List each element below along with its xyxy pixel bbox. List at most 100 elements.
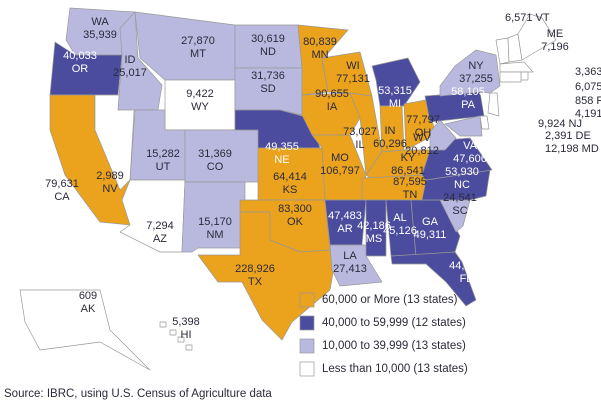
- state-label: FL: [460, 273, 473, 285]
- legend-swatch: [299, 292, 315, 308]
- state: [499, 71, 522, 83]
- state-label: NV: [102, 183, 118, 195]
- legend-swatch: [299, 338, 315, 354]
- state-label: 6,571 VT: [505, 12, 550, 24]
- state-label: VA: [463, 140, 478, 152]
- state: [365, 199, 387, 257]
- state: [181, 181, 246, 253]
- state-part: [169, 329, 177, 336]
- state-label: 2,989: [96, 170, 124, 182]
- state-label: 20,812: [405, 145, 439, 157]
- state-label: UT: [156, 161, 171, 173]
- state-label: 60,296: [373, 138, 407, 150]
- state-label: 31,369: [198, 148, 232, 160]
- state-abbr: RI: [596, 95, 601, 107]
- state-label: AR: [337, 223, 352, 235]
- legend-label: 40,000 to 59,999 (12 states): [322, 317, 466, 329]
- state: [197, 211, 336, 341]
- state-label: ME: [547, 28, 564, 40]
- state-label: MO: [331, 152, 349, 164]
- state-label: 53,315: [378, 85, 412, 97]
- state-label: NM: [206, 229, 223, 241]
- state-value: 2,391: [545, 130, 573, 142]
- state-label: AZ: [153, 233, 167, 245]
- state-label: 49,311: [414, 229, 447, 241]
- legend-label: 60,000 or More (13 states): [322, 294, 458, 306]
- state-label: MS: [366, 233, 383, 245]
- state: [487, 92, 500, 117]
- state-label: 35,939: [83, 29, 117, 41]
- state-label: 858RI: [575, 95, 601, 107]
- state-label: 45,126: [383, 225, 417, 237]
- state-label: CO: [207, 161, 224, 173]
- state-label: LA: [343, 250, 357, 262]
- legend-swatch: [299, 361, 315, 377]
- state-abbr: MD: [582, 143, 599, 155]
- state-label: 27,870: [181, 35, 215, 47]
- state-label: OR: [72, 63, 89, 75]
- legend-label: 10,000 to 39,999 (13 states): [322, 340, 466, 352]
- state-label: ID: [125, 54, 136, 66]
- state-label: NC: [454, 179, 470, 191]
- state-label: WV: [413, 132, 431, 144]
- state-label: 4,191CT: [575, 108, 601, 120]
- state-label: 25,017: [113, 67, 147, 79]
- state-label: TN: [403, 189, 418, 201]
- state-label: 53,930: [445, 166, 479, 178]
- state-label: 73,027: [343, 126, 377, 138]
- state-value: 4,191: [575, 108, 601, 120]
- state-label: 37,255: [459, 73, 493, 85]
- state: [517, 13, 557, 61]
- state-label: 2,391 DE: [545, 130, 591, 142]
- state-value: 9,924: [538, 118, 566, 130]
- state-label: CA: [54, 191, 70, 203]
- state-value: 6,571: [505, 12, 533, 24]
- state-label: KY: [401, 152, 416, 164]
- source-note: Source: IBRC, using U.S. Census of Agric…: [4, 388, 272, 400]
- legend-swatch: [299, 315, 315, 331]
- state-label: ND: [260, 46, 276, 58]
- state-label: IL: [355, 139, 364, 151]
- state: [499, 61, 534, 73]
- state-label: 47,483: [328, 210, 362, 222]
- state-label: 24,541: [443, 192, 477, 204]
- state-label: OK: [287, 216, 304, 228]
- state-value: 858: [575, 95, 593, 107]
- state: [479, 115, 490, 130]
- state-label: MT: [190, 48, 206, 60]
- state-label: 9,924 NJ: [538, 118, 582, 130]
- state-label: 80,839: [303, 36, 337, 48]
- state-label: 83,300: [278, 203, 312, 215]
- state: [19, 289, 151, 371]
- state-label: 5,398: [172, 316, 200, 328]
- state-part: [185, 344, 193, 351]
- state-label: KS: [283, 184, 298, 196]
- state-label: 106,797: [320, 165, 360, 177]
- state-label: 7,294: [146, 220, 174, 232]
- state-label: 30,619: [251, 33, 285, 45]
- state-label: 90,655: [315, 88, 349, 100]
- state-label: 609: [79, 290, 97, 302]
- state-label: GA: [422, 216, 439, 228]
- state-label: PA: [461, 99, 476, 111]
- state-label: 7,196: [541, 41, 569, 53]
- state-label: 79,631: [45, 178, 79, 190]
- state-label: MI: [389, 98, 401, 110]
- state-label: OH: [415, 127, 432, 139]
- state: [495, 37, 510, 65]
- state-label: NE: [274, 154, 289, 166]
- state-abbr: VT: [536, 12, 550, 24]
- state-abbr: DE: [576, 130, 591, 142]
- state-label: WI: [346, 60, 359, 72]
- state-value: 12,198: [545, 143, 579, 155]
- state-label: WY: [191, 101, 209, 113]
- state-value: 6,075: [575, 81, 601, 93]
- state-label: TX: [248, 276, 263, 288]
- state-label: 86,541: [391, 165, 425, 177]
- state: [520, 71, 529, 81]
- state-label: 15,170: [198, 216, 232, 228]
- state-label: 58,105: [451, 86, 485, 98]
- state-label: 49,355: [265, 141, 299, 153]
- state: [49, 41, 123, 96]
